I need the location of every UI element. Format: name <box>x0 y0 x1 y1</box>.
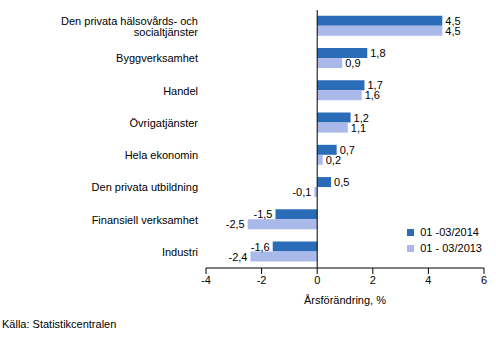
svg-text:Årsförändring, %: Årsförändring, % <box>304 294 386 306</box>
html-text:01 -03/2014: 01 -03/2014 <box>420 226 479 238</box>
svg-text:6: 6 <box>481 274 487 286</box>
svg-text:Byggverksamhet: Byggverksamhet <box>116 52 198 64</box>
svg-text:0,5: 0,5 <box>334 176 349 188</box>
svg-text:-4: -4 <box>201 274 211 286</box>
svg-text:0: 0 <box>314 274 320 286</box>
svg-text:0,7: 0,7 <box>340 144 355 156</box>
svg-text:2: 2 <box>370 274 376 286</box>
svg-text:-1,6: -1,6 <box>251 241 270 253</box>
svg-text:Industri: Industri <box>162 246 198 258</box>
svg-text:Den privata utbildning: Den privata utbildning <box>92 181 198 193</box>
svg-text:1,2: 1,2 <box>353 111 369 124</box>
svg-text:-2: -2 <box>257 274 267 286</box>
html-text:Källa: Statistikcentralen: Källa: Statistikcentralen <box>2 318 117 330</box>
svg-text:1,8: 1,8 <box>370 47 385 59</box>
svg-text:0,2: 0,2 <box>326 154 341 166</box>
svg-text:Handel: Handel <box>163 85 198 97</box>
svg-text:4: 4 <box>425 274 431 286</box>
svg-text:-2,5: -2,5 <box>226 218 245 230</box>
svg-text:1,1: 1,1 <box>351 122 366 134</box>
svg-text:4,5: 4,5 <box>445 25 460 37</box>
svg-text:4,5: 4,5 <box>445 14 461 27</box>
svg-text:0,9: 0,9 <box>345 57 360 69</box>
svg-text:-0,1: -0,1 <box>292 186 311 198</box>
svg-text:Övrigatjänster: Övrigatjänster <box>130 117 199 129</box>
svg-text:Finansiell verksamhet: Finansiell verksamhet <box>92 214 198 226</box>
svg-text:-1,5: -1,5 <box>254 208 273 220</box>
html-text:01 - 03/2013: 01 - 03/2013 <box>420 242 482 254</box>
svg-text:Hela ekonomin: Hela ekonomin <box>125 149 198 161</box>
svg-text:1,7: 1,7 <box>367 79 383 92</box>
svg-text:-2,4: -2,4 <box>229 251 248 263</box>
svg-text:Den privata hälsovårds- ochsoc: Den privata hälsovårds- ochsocialtjänste… <box>61 15 198 38</box>
svg-text:1,6: 1,6 <box>365 89 380 101</box>
